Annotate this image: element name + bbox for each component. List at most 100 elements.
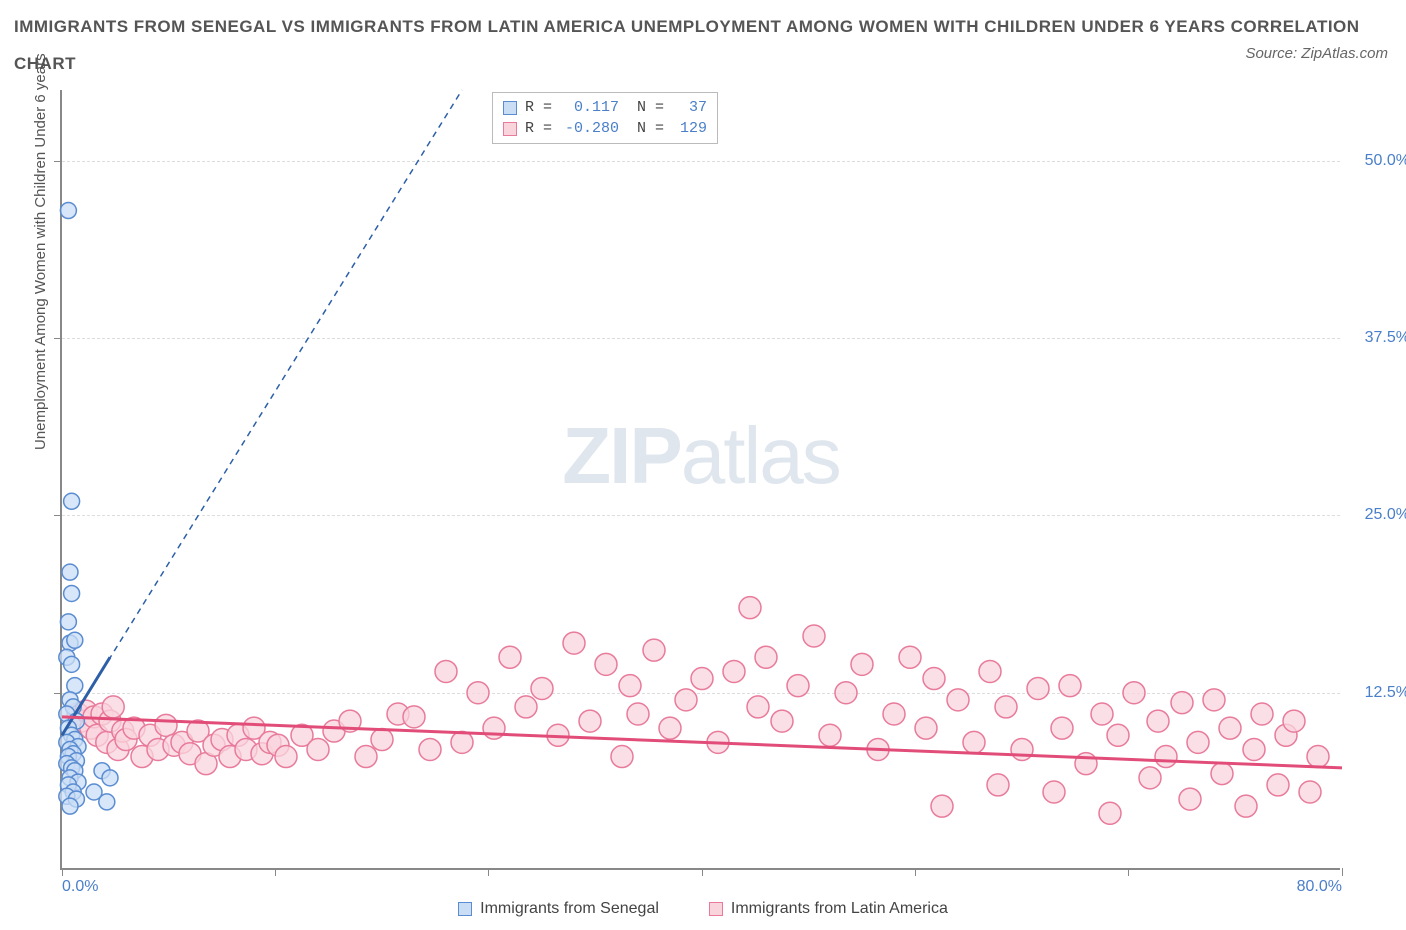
y-tick: [54, 161, 62, 162]
data-point: [835, 682, 857, 704]
legend-stats: R = 0.117 N = 37: [525, 97, 707, 118]
x-tick: [488, 868, 489, 876]
data-point: [579, 710, 601, 732]
data-point: [771, 710, 793, 732]
data-point: [851, 653, 873, 675]
data-point: [659, 717, 681, 739]
legend-row: R = 0.117 N = 37: [503, 97, 707, 118]
data-point: [899, 646, 921, 668]
data-point: [499, 646, 521, 668]
trend-line-dashed: [62, 90, 462, 735]
x-tick: [702, 868, 703, 876]
data-point: [435, 660, 457, 682]
data-point: [60, 203, 76, 219]
data-point: [915, 717, 937, 739]
data-point: [1211, 763, 1233, 785]
bottom-legend-item: Immigrants from Latin America: [709, 900, 948, 918]
data-point: [62, 798, 78, 814]
x-tick: [1128, 868, 1129, 876]
legend-row: R = -0.280 N = 129: [503, 118, 707, 139]
data-point: [1203, 689, 1225, 711]
data-point: [627, 703, 649, 725]
data-point: [1307, 746, 1329, 768]
x-tick: [275, 868, 276, 876]
data-point: [1027, 677, 1049, 699]
x-tick-label: 0.0%: [62, 878, 98, 896]
data-point: [883, 703, 905, 725]
data-point: [995, 696, 1017, 718]
x-tick: [62, 868, 63, 876]
data-point: [563, 632, 585, 654]
latin-america-points: [67, 597, 1329, 825]
data-point: [155, 714, 177, 736]
data-point: [102, 696, 124, 718]
data-point: [1179, 788, 1201, 810]
y-tick: [54, 693, 62, 694]
y-axis-label: Unemployment Among Women with Children U…: [32, 53, 49, 450]
data-point: [675, 689, 697, 711]
trend-lines: [62, 90, 1342, 768]
legend-swatch: [503, 101, 517, 115]
data-point: [1171, 692, 1193, 714]
data-point: [275, 746, 297, 768]
data-point: [307, 738, 329, 760]
y-tick-label: 25.0%: [1365, 506, 1406, 524]
data-point: [1139, 767, 1161, 789]
data-point: [643, 639, 665, 661]
legend-label: Immigrants from Senegal: [480, 900, 659, 918]
data-point: [371, 729, 393, 751]
data-point: [987, 774, 1009, 796]
data-point: [787, 675, 809, 697]
source-attribution: Source: ZipAtlas.com: [1245, 45, 1388, 62]
data-point: [747, 696, 769, 718]
x-tick: [1342, 868, 1343, 876]
data-point: [1155, 746, 1177, 768]
data-point: [947, 689, 969, 711]
legend-swatch: [709, 902, 723, 916]
y-tick: [54, 515, 62, 516]
data-point: [1243, 738, 1265, 760]
data-point: [1219, 717, 1241, 739]
data-point: [99, 794, 115, 810]
data-point: [531, 677, 553, 699]
data-point: [483, 717, 505, 739]
data-point: [1011, 738, 1033, 760]
data-point: [691, 668, 713, 690]
x-tick: [915, 868, 916, 876]
series-legend: Immigrants from Senegal Immigrants from L…: [0, 900, 1406, 918]
data-point: [419, 738, 441, 760]
data-point: [1251, 703, 1273, 725]
data-point: [1043, 781, 1065, 803]
x-tick-label: 80.0%: [1297, 878, 1342, 896]
bottom-legend-item: Immigrants from Senegal: [458, 900, 659, 918]
legend-swatch: [458, 902, 472, 916]
data-point: [979, 660, 1001, 682]
data-point: [923, 668, 945, 690]
data-point: [1051, 717, 1073, 739]
data-point: [1107, 724, 1129, 746]
data-point: [64, 585, 80, 601]
data-point: [1091, 703, 1113, 725]
data-point: [102, 770, 118, 786]
data-point: [355, 746, 377, 768]
title-area: IMMIGRANTS FROM SENEGAL VS IMMIGRANTS FR…: [14, 8, 1392, 83]
data-point: [64, 493, 80, 509]
data-point: [1059, 675, 1081, 697]
y-tick-label: 37.5%: [1365, 329, 1406, 347]
data-point: [467, 682, 489, 704]
legend-label: Immigrants from Latin America: [731, 900, 948, 918]
data-point: [803, 625, 825, 647]
data-point: [963, 731, 985, 753]
correlation-legend-box: R = 0.117 N = 37R = -0.280 N = 129: [492, 92, 718, 144]
data-point: [619, 675, 641, 697]
y-tick: [54, 338, 62, 339]
data-point: [1123, 682, 1145, 704]
data-point: [1235, 795, 1257, 817]
data-point: [819, 724, 841, 746]
data-point: [931, 795, 953, 817]
data-point: [739, 597, 761, 619]
data-point: [1283, 710, 1305, 732]
data-point: [67, 632, 83, 648]
chart-title: IMMIGRANTS FROM SENEGAL VS IMMIGRANTS FR…: [14, 8, 1392, 83]
data-point: [595, 653, 617, 675]
